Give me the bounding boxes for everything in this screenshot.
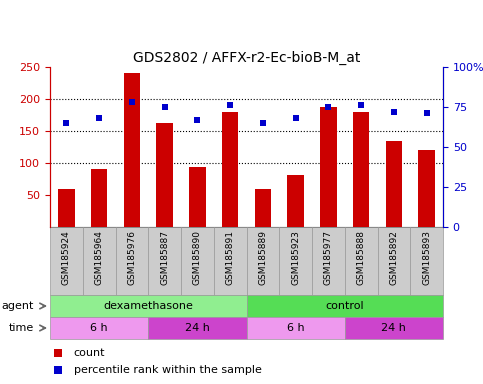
- Text: count: count: [73, 348, 105, 358]
- Bar: [353, 112, 369, 227]
- Bar: [50, 317, 148, 339]
- Text: GSM185890: GSM185890: [193, 230, 202, 285]
- Text: GSM185924: GSM185924: [62, 230, 71, 285]
- Text: GSM185893: GSM185893: [422, 230, 431, 285]
- Bar: [246, 317, 345, 339]
- Bar: [58, 189, 74, 227]
- Text: GSM185888: GSM185888: [356, 230, 366, 285]
- Bar: [279, 227, 312, 295]
- Text: agent: agent: [1, 301, 34, 311]
- Bar: [91, 169, 107, 227]
- Text: GSM185892: GSM185892: [389, 230, 398, 285]
- Text: GSM185889: GSM185889: [258, 230, 268, 285]
- Text: dexamethasone: dexamethasone: [103, 301, 193, 311]
- Bar: [345, 227, 378, 295]
- Bar: [246, 227, 279, 295]
- Bar: [386, 141, 402, 227]
- Title: GDS2802 / AFFX-r2-Ec-bioB-M_at: GDS2802 / AFFX-r2-Ec-bioB-M_at: [133, 50, 360, 65]
- Bar: [320, 107, 337, 227]
- Bar: [148, 227, 181, 295]
- Text: 24 h: 24 h: [382, 323, 406, 333]
- Bar: [124, 73, 140, 227]
- Text: 24 h: 24 h: [185, 323, 210, 333]
- Bar: [50, 295, 246, 317]
- Text: percentile rank within the sample: percentile rank within the sample: [73, 365, 261, 375]
- Bar: [181, 227, 214, 295]
- Text: GSM185887: GSM185887: [160, 230, 169, 285]
- Text: time: time: [8, 323, 34, 333]
- Text: control: control: [326, 301, 364, 311]
- Text: GSM185923: GSM185923: [291, 230, 300, 285]
- Bar: [410, 227, 443, 295]
- Bar: [255, 189, 271, 227]
- Bar: [50, 227, 83, 295]
- Text: 6 h: 6 h: [287, 323, 304, 333]
- Bar: [345, 317, 443, 339]
- Text: GSM185976: GSM185976: [128, 230, 136, 285]
- Bar: [246, 295, 443, 317]
- Bar: [287, 174, 304, 227]
- Text: GSM185964: GSM185964: [95, 230, 104, 285]
- Bar: [214, 227, 246, 295]
- Bar: [115, 227, 148, 295]
- Bar: [378, 227, 410, 295]
- Text: 6 h: 6 h: [90, 323, 108, 333]
- Bar: [222, 112, 238, 227]
- Bar: [156, 122, 173, 227]
- Bar: [189, 167, 206, 227]
- Bar: [312, 227, 345, 295]
- Text: GSM185891: GSM185891: [226, 230, 235, 285]
- Text: GSM185977: GSM185977: [324, 230, 333, 285]
- Bar: [418, 150, 435, 227]
- Bar: [83, 227, 115, 295]
- Bar: [148, 317, 246, 339]
